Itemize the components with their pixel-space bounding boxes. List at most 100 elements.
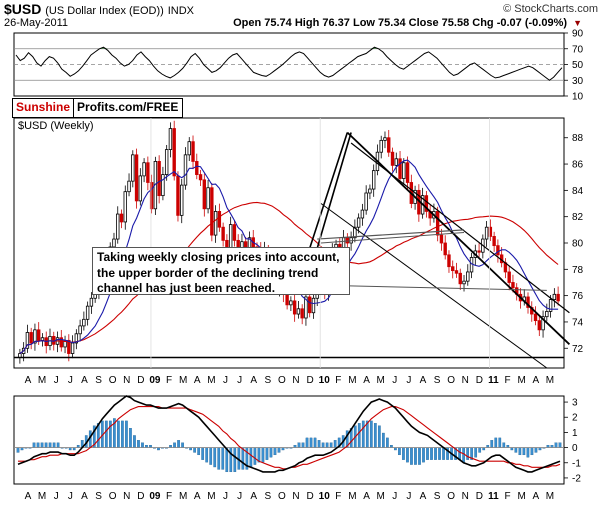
macd-x-tick-label: A [532, 491, 539, 502]
price-y-tick-label: 78 [572, 265, 584, 276]
macd-histogram-bar [309, 437, 313, 448]
macd-x-tick-label: M [546, 491, 554, 502]
macd-y-tick-label: 0 [572, 443, 578, 454]
macd-histogram-bar [249, 447, 253, 468]
macd-histogram-bar [361, 420, 365, 448]
price-x-tick-label: D [306, 375, 313, 386]
price-candle-body [484, 226, 489, 240]
price-x-tick-label: J [406, 375, 411, 386]
macd-x-tick-label: F [335, 491, 341, 502]
price-candle-body [390, 151, 395, 166]
price-candle-body [82, 318, 86, 327]
chg-label: Chg [472, 17, 494, 29]
open-label: Open [233, 17, 262, 29]
macd-histogram-bar [458, 447, 461, 460]
price-candle-body [146, 162, 150, 183]
macd-x-tick-label: M [207, 491, 215, 502]
macd-histogram-bar [494, 437, 498, 448]
price-x-tick-label: 09 [149, 375, 161, 386]
price-candle-body [533, 313, 538, 322]
price-candle-body [70, 342, 75, 354]
macd-histogram-bar [277, 447, 281, 453]
macd-histogram-bar [534, 447, 538, 453]
price-x-tick-label: N [123, 375, 130, 386]
symbol-description: (US Dollar Index (EOD)) [45, 5, 164, 17]
rsi-line [15, 46, 563, 81]
price-candle-body [164, 149, 169, 175]
macd-histogram-bar [16, 447, 20, 453]
logo-part-1: Sunshine [13, 99, 75, 117]
macd-histogram-bar [173, 442, 176, 448]
macd-x-tick-label: N [462, 491, 469, 502]
price-y-tick-label: 88 [572, 133, 584, 144]
uptrend-line [308, 132, 349, 249]
macd-histogram-bar [410, 447, 413, 465]
macd-x-tick-label: S [434, 491, 441, 502]
macd-histogram-bar [52, 442, 56, 448]
price-x-tick-label: F [505, 375, 511, 386]
rsi-y-tick-label: 10 [572, 92, 584, 103]
close-value: 75.58 [441, 17, 470, 29]
price-x-tick-label: M [207, 375, 215, 386]
price-x-tick-label: J [237, 375, 242, 386]
rsi-y-tick-label: 70 [572, 44, 584, 55]
price-x-tick-label: M [376, 375, 384, 386]
macd-x-tick-label: J [406, 491, 411, 502]
brand-label[interactable]: © StockCharts.com [503, 3, 598, 15]
price-candle-body [202, 179, 207, 210]
macd-line [17, 395, 561, 473]
price-candle-body [59, 337, 63, 348]
open-value: 75.74 [264, 17, 292, 29]
chart-title: $USD (US Dollar Index (EOD)) INDX [4, 1, 194, 17]
macd-panel-frame [13, 395, 565, 485]
sunshine-profits-logo[interactable]: Sunshine Profits.com/FREE [12, 98, 184, 118]
price-candle-body [37, 329, 41, 341]
price-candle-body [119, 213, 124, 223]
price-x-tick-label: O [447, 375, 455, 386]
macd-x-tick-label: 11 [488, 491, 499, 502]
price-y-tick-label: 84 [572, 186, 584, 197]
macd-histogram-bar [373, 423, 377, 448]
price-candle-body [221, 226, 225, 241]
price-candle-body [387, 137, 391, 153]
rsi-y-tick-label: 90 [572, 29, 584, 40]
exchange-label: INDX [167, 5, 194, 17]
close-label: Close [408, 17, 439, 29]
macd-histogram-bar [333, 440, 337, 448]
macd-histogram-bar [502, 442, 506, 448]
macd-histogram-bar [438, 447, 441, 460]
macd-histogram-bar [558, 442, 562, 448]
uptrend-line [316, 132, 352, 249]
price-x-tick-label: M [518, 375, 526, 386]
price-candle-body [157, 161, 161, 197]
price-x-tick-label: J [392, 375, 397, 386]
macd-histogram-bar [498, 437, 502, 448]
macd-x-tick-label: J [237, 491, 242, 502]
macd-x-tick-label: J [68, 491, 73, 502]
price-x-tick-label: A [532, 375, 539, 386]
price-candle-body [462, 280, 466, 285]
price-candle-body [552, 293, 557, 300]
price-candle-body [33, 329, 37, 344]
macd-histogram-bar [117, 420, 120, 448]
price-candle-body [292, 300, 297, 315]
price-y-tick-label: 80 [572, 239, 584, 250]
macd-histogram-bar [108, 420, 112, 448]
price-y-tick-label: 82 [572, 212, 584, 223]
macd-x-tick-label: M [518, 491, 526, 502]
price-y-tick-label: 72 [572, 344, 584, 355]
macd-histogram-bar [297, 442, 301, 448]
macd-histogram-bar [422, 447, 425, 463]
price-candle-body [296, 308, 301, 315]
macd-x-tick-label: 10 [319, 491, 331, 502]
macd-histogram-bar [48, 442, 52, 448]
price-x-tick-label: F [166, 375, 172, 386]
price-candle-body [304, 296, 308, 319]
price-x-tick-label: 10 [319, 375, 331, 386]
macd-histogram-bar [518, 447, 522, 456]
price-x-tick-label: 11 [488, 375, 499, 386]
macd-histogram-bar [233, 447, 237, 473]
price-candle-body [466, 271, 470, 282]
macd-x-tick-label: J [223, 491, 228, 502]
price-candle-body [180, 184, 184, 216]
